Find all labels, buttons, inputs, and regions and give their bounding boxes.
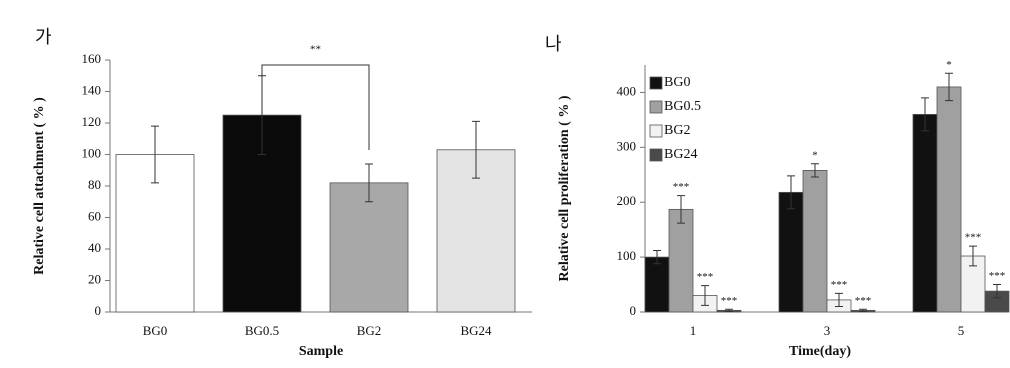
x-tick-label: BG24 [460,323,492,338]
y-tick-label: 80 [88,177,101,192]
x-tick-label: 3 [824,323,831,338]
y-tick-label: 20 [88,271,101,286]
y-tick-label: 60 [88,208,101,223]
y-tick-label: 160 [82,51,102,66]
y-tick-label: 400 [617,83,637,98]
error-bar [811,163,819,178]
significance-label: *** [831,279,848,291]
error-bar [835,292,843,308]
legend-label: BG2 [664,123,690,138]
legend-swatch [649,100,663,114]
legend-label: BG24 [664,147,697,162]
error-bar [945,72,953,102]
y-tick-label: 100 [82,145,102,160]
bar [802,169,828,313]
significance-label: *** [697,271,714,283]
bar [778,191,804,313]
legend-swatch [649,76,663,90]
error-bar [677,195,685,224]
error-bar [859,308,867,312]
bar [936,86,962,313]
x-axis-label: Time(day) [789,344,851,359]
error-bar [969,245,977,267]
error-bar [653,250,661,265]
bar [644,256,670,313]
legend-swatch [649,148,663,162]
legend-swatch [649,124,663,138]
y-tick-label: 140 [82,82,102,97]
y-tick-label: 120 [82,114,102,129]
x-tick-label: BG0.5 [245,323,279,338]
x-tick-label: BG2 [357,323,382,338]
y-axis-label: Relative cell proliferation ( % ) [557,95,572,281]
x-tick-label: BG0 [143,323,168,338]
significance-label: *** [721,295,738,307]
significance-bracket [261,64,370,150]
y-tick-label: 100 [617,248,637,263]
x-axis-label: Sample [299,344,343,359]
bar [912,114,938,313]
panel-label: 나 [545,34,562,55]
y-tick-label: 40 [88,240,101,255]
error-bar [725,308,733,312]
bar [329,182,409,313]
error-bar [701,285,709,306]
panel-label: 가 [35,27,52,48]
significance-label: *** [855,295,872,307]
error-bar [993,284,1001,299]
significance-label: *** [989,270,1006,282]
error-bar [787,175,795,210]
significance-label: *** [965,232,982,244]
significance-label: *** [673,181,690,193]
legend-label: BG0 [664,75,690,90]
significance-label: * [812,149,818,161]
error-bar [151,125,159,184]
y-tick-label: 300 [617,138,637,153]
error-bar [921,97,929,132]
y-tick-label: 0 [95,303,102,318]
y-tick-label: 200 [617,193,637,208]
bar [668,208,694,313]
significance-label: ** [310,44,321,56]
error-bar [472,120,480,179]
y-tick-label: 0 [630,303,637,318]
x-tick-label: 1 [690,323,697,338]
significance-label: * [946,59,952,71]
x-tick-label: 5 [958,323,965,338]
y-axis-label: Relative cell attachment ( % ) [32,97,47,275]
error-bar [365,163,373,203]
legend-label: BG0.5 [664,99,701,114]
